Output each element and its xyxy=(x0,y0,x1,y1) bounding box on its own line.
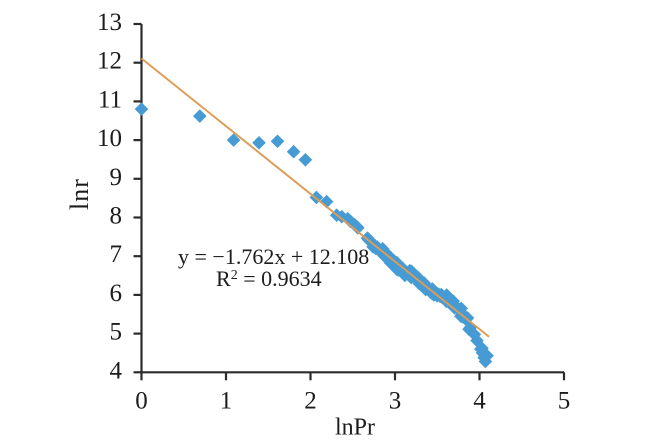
svg-text:0: 0 xyxy=(135,388,148,415)
svg-text:8: 8 xyxy=(110,203,123,230)
svg-text:y = −1.762x + 12.108: y = −1.762x + 12.108 xyxy=(178,244,369,269)
svg-text:3: 3 xyxy=(389,388,402,415)
svg-text:4: 4 xyxy=(473,388,486,415)
svg-text:lnr: lnr xyxy=(65,178,94,210)
svg-text:R2 = 0.9634: R2 = 0.9634 xyxy=(216,266,322,291)
svg-text:7: 7 xyxy=(110,241,123,268)
svg-text:9: 9 xyxy=(110,164,123,191)
svg-text:10: 10 xyxy=(97,125,122,152)
svg-text:4: 4 xyxy=(110,357,123,384)
svg-text:6: 6 xyxy=(110,280,123,307)
svg-text:5: 5 xyxy=(558,388,571,415)
svg-text:2: 2 xyxy=(304,388,317,415)
svg-text:5: 5 xyxy=(110,319,123,346)
svg-text:lnPr: lnPr xyxy=(335,415,375,441)
svg-text:1: 1 xyxy=(220,388,233,415)
svg-text:11: 11 xyxy=(98,86,122,113)
svg-text:12: 12 xyxy=(97,48,122,75)
svg-text:13: 13 xyxy=(97,9,122,36)
